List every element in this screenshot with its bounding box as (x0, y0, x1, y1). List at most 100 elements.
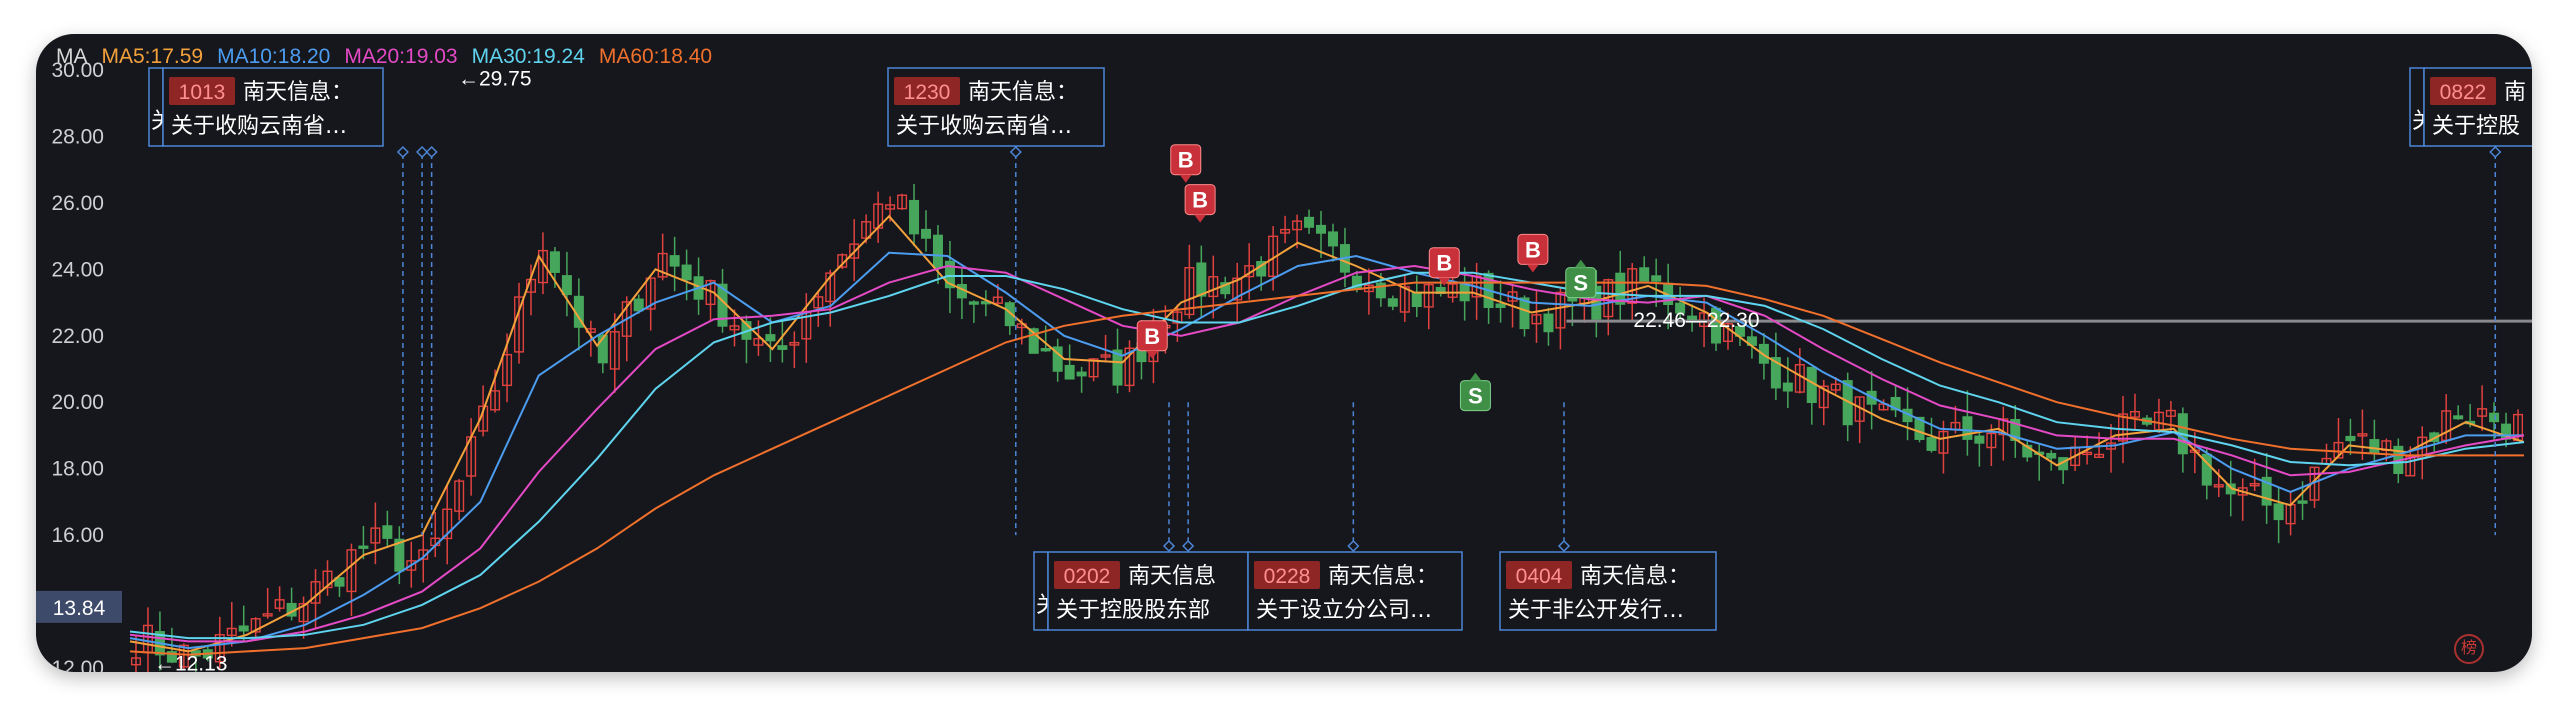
candle-body-63 (885, 204, 896, 210)
candle-body-99 (1316, 224, 1327, 234)
candle-body-119 (1555, 291, 1566, 329)
news-anchor-diamond (1347, 539, 1360, 553)
legend-ma60[interactable]: MA60:18.40 (598, 45, 713, 68)
marker-label: B (1178, 148, 1194, 173)
candlestick-chart[interactable]: 30.00 28.00 26.00 24.00 22.00 20.00 18.00 16.00… (36, 34, 2532, 672)
candle-body-110 (1447, 283, 1458, 298)
legend-ma30[interactable]: MA30:19.24 (471, 45, 585, 68)
y-tick-label-2: 26.00 (51, 192, 104, 215)
ma-legend: MA MA5:17.59 MA10:18.20 MA20:19.03 MA30:… (36, 42, 726, 72)
candle-body-150 (1926, 437, 1937, 451)
news-box-1230[interactable]: 1230 南天信息： 关于收购云南省… (887, 67, 1105, 536)
candle-body-0 (130, 657, 141, 666)
news-anchor-diamond (396, 145, 409, 159)
marker-label: B (1192, 188, 1208, 213)
y-tick-label-8: 12.00 (51, 657, 104, 672)
candle-body-88 (1184, 267, 1195, 316)
stock-chart-panel: MA MA5:17.59 MA10:18.20 MA20:19.03 MA30:… (36, 34, 2532, 672)
candle-body-138 (1782, 382, 1793, 392)
legend-ma20[interactable]: MA20:19.03 (344, 45, 458, 68)
candle-body-142 (1830, 383, 1841, 391)
buy-marker-4[interactable]: B (1517, 233, 1549, 273)
candle-body-22 (394, 538, 405, 572)
candle-body-8 (226, 627, 237, 637)
candle-body-31 (502, 353, 513, 387)
candle-body-147 (1890, 396, 1901, 411)
news-body: 关于控股 (2432, 114, 2520, 139)
candle-body-53 (765, 334, 776, 342)
marker-pointer (1194, 214, 1207, 223)
candle-body-18 (346, 549, 357, 593)
candle-body-105 (1387, 298, 1398, 307)
candle-body-96 (1280, 228, 1291, 234)
buy-marker-2[interactable]: B (1136, 320, 1168, 359)
candle-body-158 (2022, 444, 2033, 458)
candle-body-164 (2094, 453, 2105, 458)
ma-line-ma30 (129, 271, 2525, 640)
candle-body-151 (1938, 430, 1949, 454)
news-body: 关于收购云南省… (896, 114, 1072, 139)
news-anchor-diamond (416, 145, 429, 159)
buy-marker-1[interactable]: B (1184, 184, 1216, 223)
news-body: 关于收购云南省… (171, 114, 347, 139)
buy-marker-3[interactable]: B (1428, 247, 1460, 286)
news-code-badge (894, 77, 960, 105)
candle-body-116 (1519, 297, 1530, 330)
candle-body-90 (1208, 276, 1219, 298)
candle-body-42 (633, 298, 644, 312)
news-code-badge (1254, 561, 1320, 589)
news-code: 1013 (179, 81, 226, 104)
news-box-0404[interactable]: 0404 南天信息： 关于非公开发行… (1499, 402, 1717, 631)
news-anchor-diamond (1182, 539, 1195, 553)
candle-body-137 (1770, 357, 1781, 389)
candle-body-21 (382, 525, 393, 539)
news-code: 1230 (904, 81, 951, 104)
candle-body-23 (406, 560, 417, 571)
sell-marker-6[interactable]: S (1459, 372, 1491, 412)
marker-label: B (1525, 237, 1541, 262)
candle-body-83 (1124, 347, 1135, 387)
marker-pointer (1526, 264, 1539, 273)
y-tick-label-4: 22.00 (51, 325, 104, 348)
candle-body-153 (1962, 416, 1973, 440)
news-title: 南天信息 (1128, 564, 1216, 589)
sell-marker-5[interactable]: S (1565, 259, 1597, 299)
candle-body-166 (2117, 413, 2129, 442)
y-tick-label-5: 20.00 (51, 391, 104, 414)
legend-ma10[interactable]: MA10:18.20 (217, 45, 331, 68)
news-body: 关于设立分公司… (1256, 598, 1432, 623)
candle-body-46 (681, 264, 692, 281)
candle-body-156 (1998, 418, 2009, 436)
candle-body-43 (645, 277, 656, 310)
candle-body-154 (1974, 435, 1985, 444)
candle-body-98 (1304, 216, 1315, 228)
candle-body-52 (753, 337, 764, 346)
news-box-behind (1033, 551, 1049, 631)
candle-body-54 (777, 345, 788, 350)
candle-body-174 (2213, 484, 2224, 488)
buy-marker-0[interactable]: B (1170, 144, 1202, 183)
candle-body-196 (2477, 408, 2488, 417)
candle-body-81 (1100, 354, 1111, 358)
candle-body-50 (729, 325, 740, 331)
candle-body-114 (1495, 303, 1506, 308)
candle-body-29 (478, 405, 489, 432)
marker-pointer (1438, 277, 1451, 286)
candle-body-97 (1292, 220, 1303, 231)
legend-ma5[interactable]: MA5:17.59 (101, 45, 204, 68)
news-box-0228[interactable]: 0228 南天信息： 关于设立分公司… (1247, 402, 1463, 631)
marker-label: B (1436, 251, 1452, 276)
candle-body-72 (992, 296, 1003, 304)
news-title: 南天信息： (1328, 564, 1438, 589)
candle-body-60 (849, 243, 860, 259)
candle-body-178 (2261, 476, 2272, 506)
candle-body-185 (2345, 435, 2356, 442)
candle-body-190 (2405, 455, 2416, 477)
candle-body-104 (1375, 282, 1386, 299)
candle-body-186 (2357, 433, 2368, 437)
candle-body-27 (454, 480, 465, 512)
candle-body-39 (597, 334, 608, 364)
